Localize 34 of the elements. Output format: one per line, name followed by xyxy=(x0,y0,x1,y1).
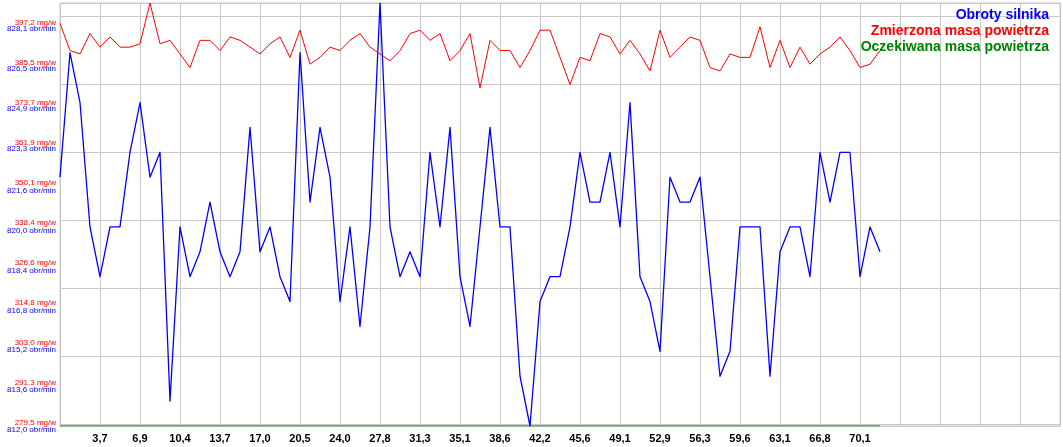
y-tick-label: 279,5 mg/w xyxy=(14,418,57,427)
x-tick-label: 49,1 xyxy=(609,431,631,444)
y-tick-label: 303,0 mg/w xyxy=(14,338,57,348)
x-tick-label: 13,7 xyxy=(209,431,231,444)
text: Oczekiwana masa powietrza xyxy=(860,38,1050,54)
y-tick-label: 385,5 mg/w xyxy=(14,57,57,67)
x-tick-label: 56,3 xyxy=(689,431,711,444)
x-tick-label: 31,3 xyxy=(409,431,431,444)
x-tick-label: 6,9 xyxy=(132,431,148,444)
y2-tick-label: 821,6 obr/min xyxy=(7,186,56,196)
x-tick-label: 10,4 xyxy=(169,431,192,444)
x-tick-label: 42,2 xyxy=(529,431,551,444)
x-tick-label: 20,5 xyxy=(289,431,311,444)
y-tick-label: 326,6 mg/w xyxy=(14,257,57,267)
y-tick-label: 314,8 mg/w xyxy=(14,298,57,308)
x-tick-label: 45,6 xyxy=(569,431,591,444)
x-tick-label: 38,6 xyxy=(489,431,511,444)
x-tick-label: 17,0 xyxy=(249,431,271,444)
text: Obroty silnika xyxy=(955,6,1050,22)
y-tick-label: 350,1 mg/w xyxy=(14,178,57,188)
x-tick-label: 66,8 xyxy=(809,431,831,444)
y-tick-label: 338,4 mg/w xyxy=(14,217,57,227)
x-tick-label: 35,1 xyxy=(449,431,471,444)
x-tick-label: 27,8 xyxy=(369,431,391,444)
x-tick-label: 3,7 xyxy=(92,431,108,444)
series-label: Zmierzona masa powietrza xyxy=(870,22,1050,38)
y2-tick-label: 820,0 obr/min xyxy=(7,225,56,235)
x-tick-label: 24,0 xyxy=(329,431,351,444)
x-tick-label: 59,6 xyxy=(729,431,751,444)
x-tick-label: 70,1 xyxy=(849,431,871,444)
x-tick-label: 52,9 xyxy=(649,431,671,444)
y-tick-label: 373,7 mg/w xyxy=(14,97,57,107)
x-tick-label: 63,1 xyxy=(769,431,791,444)
y-tick-label: 291,3 mg/w xyxy=(14,377,57,387)
